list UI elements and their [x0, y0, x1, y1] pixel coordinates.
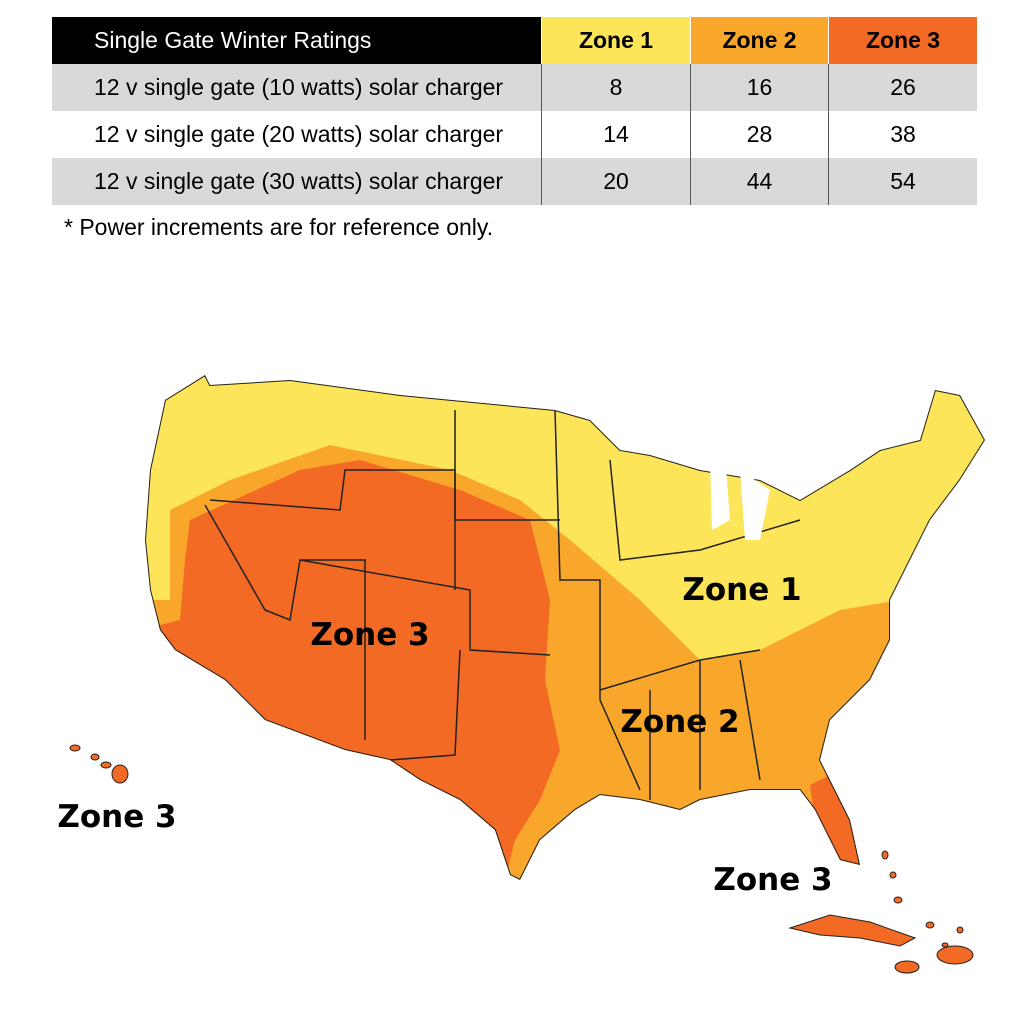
footnote: * Power increments are for reference onl… [64, 214, 494, 240]
cell: 16 [690, 64, 829, 111]
ratings-table: Single Gate Winter Ratings Zone 1 Zone 2… [52, 17, 977, 205]
row: 12 v single gate (20 watts) solar charge… [52, 111, 977, 158]
zone-label: Zone 3 [713, 862, 832, 898]
cell: 12 v single gate (30 watts) solar charge… [52, 158, 542, 205]
cell: 8 [541, 64, 691, 111]
cell: 14 [541, 111, 691, 158]
us-outline [145, 375, 985, 880]
cell: 26 [828, 64, 977, 111]
zone-label: Zone 3 [310, 617, 429, 653]
caribbean [788, 850, 974, 974]
zone-label: Zone 1 [682, 572, 801, 608]
zone-label: Zone 3 [57, 799, 176, 835]
zones [145, 375, 985, 880]
hawaii [69, 744, 129, 784]
row: 12 v single gate (30 watts) solar charge… [52, 158, 977, 205]
header-row: Single Gate Winter Ratings Zone 1 Zone 2… [52, 17, 977, 64]
row: 12 v single gate (10 watts) solar charge… [52, 64, 977, 111]
cell: 12 v single gate (20 watts) solar charge… [94, 121, 504, 147]
zone-label: Zone 2 [620, 704, 739, 740]
header-cell: Zone 3 [828, 17, 977, 64]
header-cell: Zone 1 [541, 17, 691, 64]
cell: 12 v single gate (10 watts) solar charge… [52, 64, 542, 111]
cell: 28 [690, 111, 829, 158]
cell: 44 [690, 158, 829, 205]
cell: 54 [828, 158, 977, 205]
cell: 38 [828, 111, 977, 158]
header-cell: Zone 2 [690, 17, 829, 64]
cell: 20 [541, 158, 691, 205]
great-lakes [710, 455, 770, 540]
header-cell: Single Gate Winter Ratings [52, 17, 542, 64]
zone-3-area [810, 770, 875, 870]
